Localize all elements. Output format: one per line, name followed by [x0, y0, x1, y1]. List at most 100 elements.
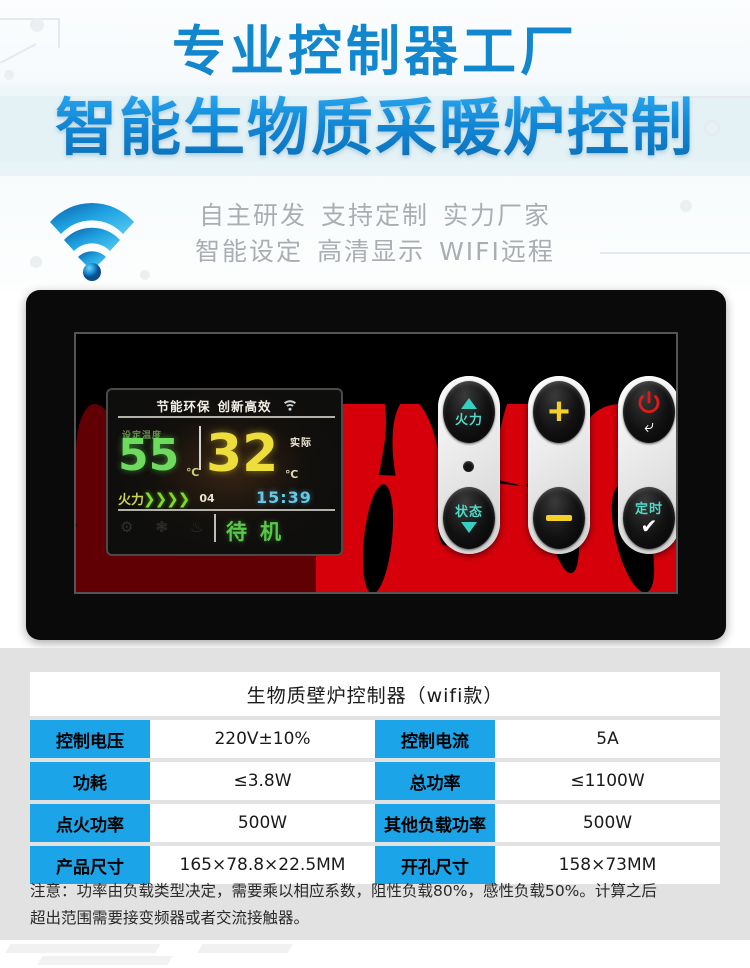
- spec-value: 158×73MM: [495, 846, 720, 884]
- spec-value: ≤1100W: [495, 762, 720, 800]
- specification-section: 生物质壁炉控制器（wifi款） 控制电压 220V±10% 控制电流 5A 功耗…: [0, 648, 750, 940]
- fan-icon: ❃: [155, 518, 169, 536]
- spec-label: 功耗: [30, 762, 150, 800]
- lcd-divider-top: [118, 416, 335, 418]
- circuit-trace: [640, 96, 750, 98]
- fire-up-button[interactable]: 火力: [443, 381, 495, 443]
- lcd-fire-label: 火力: [118, 493, 145, 508]
- table-row: 产品尺寸 165×78.8×22.5MM 开孔尺寸 158×73MM: [30, 846, 720, 884]
- hero-feature-1: 自主研发: [198, 201, 307, 230]
- lcd-actual-temp-unit: ℃: [285, 468, 299, 481]
- footer-watermark: [0, 940, 750, 968]
- table-row-title: 生物质壁炉控制器（wifi款）: [30, 672, 720, 716]
- table-row: 控制电压 220V±10% 控制电流 5A: [30, 720, 720, 758]
- lcd-set-temp-unit: ℃: [186, 466, 200, 479]
- increase-button[interactable]: +: [533, 381, 585, 443]
- minus-icon: [546, 515, 572, 521]
- hero-feature-5: 高清显示: [317, 237, 426, 266]
- spec-label: 点火功率: [30, 804, 150, 842]
- hero-feature-4: 智能设定: [195, 237, 304, 266]
- lcd-vertical-divider: [199, 426, 201, 470]
- spec-label: 产品尺寸: [30, 846, 150, 884]
- note-line-2: 超出范围需要接变频器或者交流接触器。: [30, 909, 310, 927]
- lcd-status-divider: [214, 514, 216, 542]
- triangle-up-icon: [461, 397, 477, 409]
- triangle-down-icon: [461, 521, 477, 533]
- wifi-icon: [50, 203, 134, 281]
- lcd-divider-bottom: [118, 509, 335, 511]
- hero-subtitle-line-1: 自主研发 支持定制 实力厂家: [0, 196, 750, 232]
- circuit-node: [680, 200, 692, 212]
- spec-table-title: 生物质壁炉控制器（wifi款）: [30, 672, 720, 716]
- specification-table: 生物质壁炉控制器（wifi款） 控制电压 220V±10% 控制电流 5A 功耗…: [30, 668, 720, 888]
- lcd-status-icons: ⚙ ❃ ♨: [120, 518, 203, 536]
- spec-value: 500W: [495, 804, 720, 842]
- button-pad-fire-state: 火力 状态: [438, 376, 500, 554]
- fire-chevron-icon: ❯: [154, 489, 168, 508]
- device-faceplate: 节能环保 创新高效 设定温度 55 ℃ 32 实际 ℃ 火力 ❯ ❯ ❯: [74, 332, 678, 594]
- watermark-shape: [5, 944, 161, 953]
- power-button[interactable]: ⤶: [623, 381, 675, 443]
- spec-label: 总功率: [375, 762, 495, 800]
- spec-label: 控制电流: [375, 720, 495, 758]
- hero-feature-3: 实力厂家: [443, 201, 552, 230]
- lcd-clock: 15:39: [256, 488, 312, 507]
- fire-chevron-icon: ❯: [166, 489, 179, 508]
- specification-table-wrapper: 生物质壁炉控制器（wifi款） 控制电压 220V±10% 控制电流 5A 功耗…: [30, 668, 720, 888]
- lcd-actual-temp-value: 32: [206, 424, 279, 484]
- hero-feature-2: 支持定制: [320, 201, 429, 230]
- spec-label: 控制电压: [30, 720, 150, 758]
- fire-chevron-icon: ❯: [143, 489, 156, 508]
- spec-label: 开孔尺寸: [375, 846, 495, 884]
- controller-device-photo: 节能环保 创新高效 设定温度 55 ℃ 32 实际 ℃ 火力 ❯ ❯ ❯: [26, 290, 726, 640]
- button-pad-power-timer: ⤶ 定时 ✔: [618, 376, 676, 554]
- timer-confirm-button[interactable]: 定时 ✔: [623, 487, 675, 549]
- button-pad-plus-minus: +: [528, 376, 590, 554]
- circuit-trace: [600, 252, 750, 254]
- circuit-node: [704, 120, 720, 136]
- lcd-set-temp-value: 55: [118, 430, 180, 481]
- table-row: 点火功率 500W 其他负载功率 500W: [30, 804, 720, 842]
- spec-value: 5A: [495, 720, 720, 758]
- lcd-banner: 节能环保 创新高效: [108, 396, 341, 415]
- circuit-trace: [0, 18, 60, 20]
- note-line-1: 注意：功率由负载类型决定，需要乘以相应系数，阻性负载80%，感性负载50%。计算…: [30, 882, 657, 900]
- decrease-button[interactable]: [533, 487, 585, 549]
- lcd-set-temp-label: 设定温度: [122, 431, 163, 441]
- circuit-node: [140, 270, 150, 280]
- led-indicator-dot: [463, 461, 474, 472]
- spec-value: 500W: [150, 804, 375, 842]
- check-icon: ✔: [640, 515, 658, 538]
- wifi-signal-icon: [283, 400, 296, 411]
- gear-icon: ⚙: [120, 518, 134, 536]
- lcd-fire-level: 04: [199, 492, 215, 505]
- fire-up-label: 火力: [454, 411, 483, 427]
- spec-value: 220V±10%: [150, 720, 375, 758]
- hero-banner: 专业控制器工厂 智能生物质采暖炉控制 自主研发 支持定制 实力厂家 智能设定 高清显示…: [0, 0, 750, 292]
- circuit-node: [4, 70, 14, 80]
- lcd-display: 节能环保 创新高效 设定温度 55 ℃ 32 实际 ℃ 火力 ❯ ❯ ❯: [106, 388, 343, 556]
- lcd-actual-temp-label: 实际: [290, 438, 312, 449]
- hero-subtitle-line-2: 智能设定 高清显示 WIFI远程: [0, 232, 750, 268]
- circuit-node: [30, 18, 44, 32]
- timer-label: 定时: [634, 500, 663, 516]
- back-arrow-icon: ⤶: [643, 416, 655, 436]
- page-title-secondary: 智能生物质采暖炉控制: [0, 92, 750, 164]
- table-row: 功耗 ≤3.8W 总功率 ≤1100W: [30, 762, 720, 800]
- state-down-button[interactable]: 状态: [443, 487, 495, 549]
- lcd-banner-right: 创新高效: [217, 399, 272, 414]
- hero-feature-6: WIFI远程: [439, 237, 555, 266]
- circuit-node: [30, 256, 42, 268]
- lcd-banner-left: 节能环保: [156, 399, 211, 414]
- hero-band: [0, 96, 750, 176]
- spec-label: 其他负载功率: [375, 804, 495, 842]
- flame-icon: ♨: [190, 518, 204, 536]
- state-down-label: 状态: [454, 503, 483, 519]
- circuit-trace: [58, 18, 60, 48]
- watermark-shape: [37, 956, 173, 965]
- fire-chevron-icon: ❯: [177, 489, 191, 508]
- specification-note: 注意：功率由负载类型决定，需要乘以相应系数，阻性负载80%，感性负载50%。计算…: [30, 878, 720, 932]
- page-title-primary: 专业控制器工厂: [172, 20, 578, 83]
- lcd-fire-power-row: 火力 ❯ ❯ ❯ ❯ 04: [118, 489, 215, 509]
- power-icon: [638, 391, 660, 414]
